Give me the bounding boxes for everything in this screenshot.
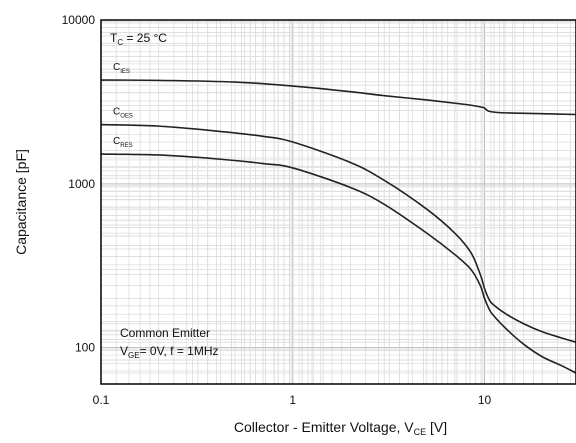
y-tick-label: 1000	[68, 177, 95, 191]
plot-frame	[100, 19, 576, 385]
y-tick-label: 100	[75, 341, 95, 355]
temperature-label: TC = 25 °C	[110, 31, 167, 47]
tick-labels: 0.1 1 10 100 1000 10000	[62, 13, 492, 407]
x-axis-label: Collector - Emitter Voltage, VCE [V]	[234, 419, 447, 437]
y-tick-label: 10000	[62, 13, 96, 27]
series-labels: CIES COES CRES	[113, 62, 133, 149]
x-tick-label: 10	[478, 393, 492, 407]
series-c-ies-curve	[100, 79, 576, 116]
x-tick-label: 1	[289, 393, 296, 407]
series-c-res-curve	[100, 153, 576, 374]
data-curves	[100, 79, 576, 374]
series-c-oes-curve	[100, 123, 576, 343]
series-label-res: CRES	[113, 136, 133, 149]
condition-line-2: VGE= 0V, f = 1MHz	[120, 344, 219, 360]
y-axis-label: Capacitance [pF]	[13, 149, 29, 255]
grid-lines	[100, 19, 576, 385]
condition-line-1: Common Emitter	[120, 326, 210, 340]
x-tick-label: 0.1	[93, 393, 110, 407]
series-label-oes: COES	[113, 107, 133, 120]
series-label-ies: CIES	[113, 62, 130, 75]
